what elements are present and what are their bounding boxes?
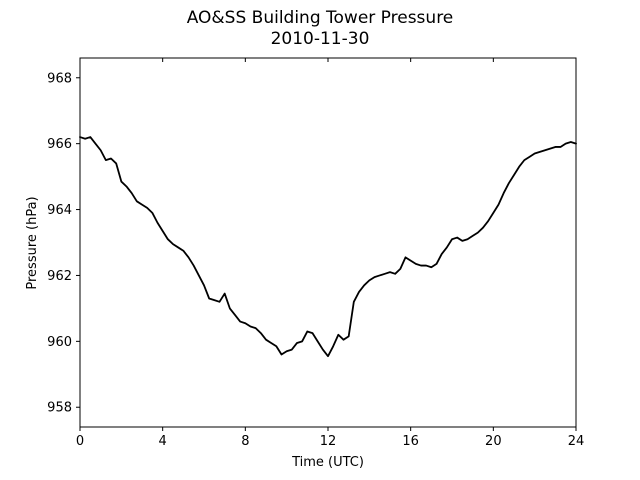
x-tick-label-8: 8: [241, 434, 249, 449]
y-tick-label-964: 964: [47, 203, 72, 218]
x-tick-label-12: 12: [320, 434, 337, 449]
x-tick-label-20: 20: [485, 434, 502, 449]
x-tick-label-0: 0: [76, 434, 84, 449]
chart-title: AO&SS Building Tower Pressure 2010-11-30: [0, 8, 640, 50]
y-tick-label-968: 968: [47, 71, 72, 86]
x-axis-label: Time (UTC): [291, 455, 364, 470]
plot-frame: [79, 57, 577, 428]
x-tick-label-24: 24: [568, 434, 585, 449]
chart-subtitle-line: 2010-11-30: [270, 29, 370, 49]
x-tick-label-4: 4: [159, 434, 167, 449]
y-tick-label-958: 958: [47, 401, 72, 416]
chart-title-line: AO&SS Building Tower Pressure: [186, 8, 454, 28]
y-tick-label-960: 960: [47, 335, 72, 350]
y-axis-label: Pressure (hPa): [25, 196, 40, 289]
plot-layer: [79, 136, 577, 358]
y-tick-label-962: 962: [47, 269, 72, 284]
axes-layer: 0 4 8 12 16 20 24 958 960 962 964 966 968: [47, 57, 585, 449]
y-tick-label-966: 966: [47, 137, 72, 152]
series-line-0: [79, 136, 577, 358]
x-tick-label-16: 16: [402, 434, 419, 449]
